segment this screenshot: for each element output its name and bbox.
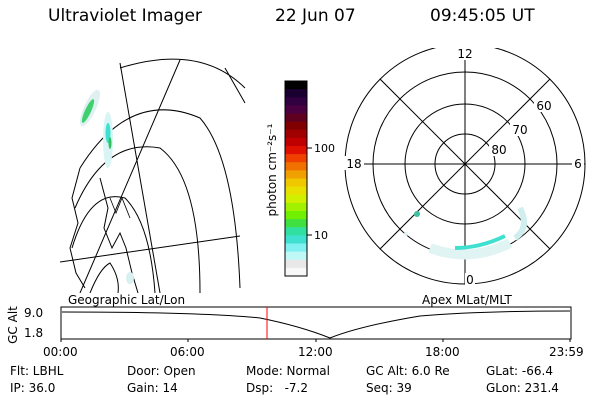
mlt-12-label: 12 [457, 48, 472, 61]
colorbar-swatch [285, 259, 307, 269]
status-gain: Gain: 14 [127, 381, 178, 395]
colorbar-swatch [285, 227, 307, 236]
date-label: 22 Jun 07 [275, 6, 356, 26]
colorbar: 100 10 [284, 80, 335, 277]
aurora-emission [79, 89, 134, 284]
colorbar-swatch [285, 121, 307, 131]
status-door: Door: Open [127, 364, 196, 378]
lat-60-label: 60 [536, 99, 551, 113]
colorbar-unit-label: photon cm⁻²s⁻¹ [265, 123, 279, 217]
colorbar-swatch [285, 186, 307, 196]
time-tick-1800: 18:00 [425, 345, 460, 359]
status-mode: Mode: Normal [246, 364, 330, 378]
colorbar-swatch [285, 219, 307, 228]
lat-80-label: 80 [491, 143, 506, 157]
status-ip: IP: 36.0 [10, 381, 56, 395]
colorbar-swatch [285, 251, 307, 261]
status-glat: GLat: -66.4 [486, 364, 553, 378]
alt-tick-1-8: 1.8 [24, 326, 44, 340]
colorbar-tick-10: 10 [314, 229, 328, 242]
mlt-6-label: 6 [574, 157, 582, 171]
time-tick-2359: 23:59 [549, 345, 584, 359]
gc-alt-axis-label: GC Alt [5, 306, 20, 344]
colorbar-swatch [285, 129, 307, 139]
status-gc-alt: GC Alt: 6.0 Re [366, 364, 450, 378]
colorbar-swatch [285, 97, 307, 106]
aurora-oval [404, 206, 527, 260]
lat-70-label: 70 [512, 123, 527, 137]
colorbar-swatch [285, 137, 307, 147]
time-tick-0600: 06:00 [170, 345, 205, 359]
colorbar-swatch [285, 105, 307, 114]
colorbar-swatch [285, 202, 307, 212]
instrument-title: Ultraviolet Imager [48, 6, 202, 26]
colorbar-swatch [285, 235, 307, 244]
colorbar-swatch [285, 267, 307, 277]
status-flt: Flt: LBHL [10, 364, 64, 378]
colorbar-swatch [285, 146, 307, 155]
status-glon: GLon: 231.4 [486, 381, 559, 395]
alt-tick-9: 9.0 [24, 306, 44, 320]
apex-caption: Apex MLat/MLT [422, 293, 512, 307]
mlt-0-label: 0 [466, 273, 474, 287]
altitude-strip [60, 306, 572, 342]
time-tick-0000: 00:00 [43, 345, 78, 359]
colorbar-swatch [285, 81, 307, 90]
colorbar-swatch [285, 194, 307, 204]
status-seq: Seq: 39 [366, 381, 412, 395]
colorbar-swatch [285, 170, 307, 179]
geographic-map [60, 58, 246, 293]
geographic-caption: Geographic Lat/Lon [68, 293, 186, 307]
colorbar-swatch [285, 113, 307, 123]
colorbar-swatch [285, 178, 307, 188]
colorbar-tick-100: 100 [314, 142, 335, 155]
time-label: 09:45:05 UT [430, 6, 535, 26]
mlt-18-label: 18 [346, 157, 361, 171]
colorbar-label-wrap: photon cm⁻²s⁻¹ [265, 95, 279, 245]
colorbar-swatch [285, 162, 307, 171]
time-tick-1200: 12:00 [298, 345, 333, 359]
colorbar-swatch [285, 243, 307, 253]
polar-plot: 12 0 18 6 60 70 80 [344, 48, 586, 287]
colorbar-swatch [285, 154, 307, 163]
colorbar-swatch [285, 89, 307, 98]
colorbar-swatch [285, 211, 307, 220]
status-dsp: Dsp: -7.2 [246, 381, 309, 395]
